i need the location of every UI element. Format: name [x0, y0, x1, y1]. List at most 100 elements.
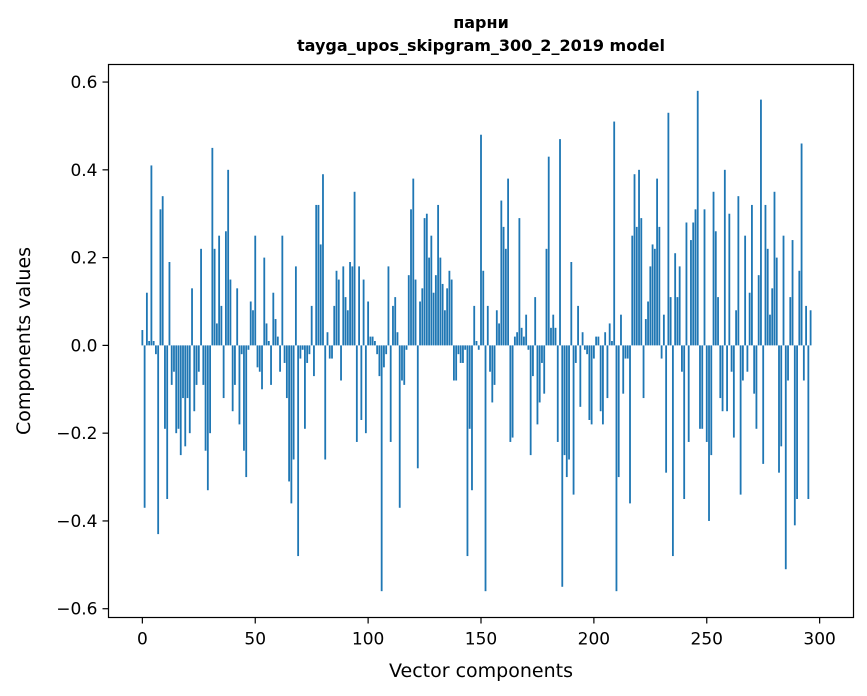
- bar-78: [317, 204, 320, 346]
- bar-179: [545, 248, 548, 346]
- bar-61: [279, 345, 281, 372]
- bar-243: [690, 240, 692, 346]
- bar-164: [511, 345, 514, 438]
- bar-8: [159, 209, 162, 346]
- bar-222: [642, 345, 645, 399]
- bar-184: [556, 345, 559, 442]
- bar-126: [425, 213, 428, 346]
- bar-147: [473, 305, 476, 346]
- bar-16: [177, 345, 180, 429]
- bar-92: [349, 262, 351, 346]
- bar-220: [638, 169, 640, 346]
- bar-130: [434, 275, 437, 346]
- bar-194: [579, 345, 582, 407]
- x-axis-label: Vector components: [389, 660, 573, 682]
- bar-246: [696, 90, 699, 346]
- bar-54: [263, 257, 266, 346]
- bar-270: [751, 204, 753, 346]
- bar-150: [480, 134, 482, 346]
- bar-111: [392, 305, 394, 346]
- x-tick-label: 300: [803, 630, 835, 650]
- bar-271: [753, 345, 756, 394]
- bar-144: [466, 345, 469, 557]
- bar-39: [229, 279, 232, 346]
- bar-18: [182, 345, 184, 399]
- bar-35: [220, 305, 223, 346]
- bar-229: [658, 226, 661, 346]
- x-tick-label: 0: [137, 630, 148, 650]
- bar-217: [631, 235, 634, 346]
- bar-91: [346, 310, 349, 346]
- bar-279: [771, 288, 774, 346]
- bar-1: [143, 345, 146, 508]
- bar-7: [157, 345, 160, 535]
- bar-142: [462, 345, 464, 363]
- bar-292: [800, 143, 803, 346]
- bar-177: [541, 345, 543, 363]
- x-tick-label: 200: [578, 630, 610, 650]
- bar-225: [649, 266, 652, 346]
- bar-238: [678, 266, 681, 346]
- bar-287: [789, 297, 792, 346]
- bar-82: [326, 332, 329, 346]
- bar-14: [173, 345, 175, 372]
- bar-285: [784, 345, 787, 570]
- bar-43: [238, 345, 241, 425]
- bar-255: [717, 297, 719, 346]
- y-tick-label: 0.0: [70, 336, 97, 356]
- bar-62: [281, 235, 284, 346]
- bar-113: [396, 332, 399, 346]
- bar-139: [455, 345, 458, 381]
- bar-12: [168, 262, 171, 346]
- bar-40: [231, 345, 234, 412]
- bar-38: [227, 169, 230, 346]
- bar-45: [243, 345, 245, 451]
- bar-267: [744, 235, 747, 346]
- bar-50: [254, 235, 257, 346]
- bar-165: [513, 336, 516, 346]
- bar-27: [202, 345, 205, 385]
- bar-251: [708, 345, 710, 521]
- bar-95: [355, 345, 358, 442]
- bar-57: [270, 345, 272, 385]
- bar-248: [701, 345, 704, 429]
- bar-114: [398, 345, 401, 508]
- bar-284: [782, 235, 785, 346]
- y-ticks: −0.6 −0.4 −0.2 0.0 0.2 0.4 0.6: [56, 73, 109, 620]
- bar-276: [764, 204, 767, 346]
- bar-294: [805, 305, 807, 346]
- x-tick-label: 150: [465, 630, 497, 650]
- bar-258: [723, 169, 726, 346]
- bar-286: [787, 345, 789, 381]
- bar-259: [726, 345, 728, 412]
- bar-101: [369, 336, 372, 346]
- y-tick-label: −0.6: [56, 600, 97, 620]
- bar-212: [620, 314, 622, 346]
- bar-46: [245, 345, 248, 478]
- bar-206: [606, 345, 609, 399]
- bar-272: [755, 345, 758, 429]
- bar-98: [362, 279, 365, 346]
- bar-159: [500, 200, 503, 346]
- bar-97: [360, 345, 363, 420]
- bar-102: [371, 336, 374, 346]
- bar-75: [310, 305, 313, 346]
- bar-197: [586, 345, 589, 355]
- bar-231: [662, 314, 665, 346]
- bar-17: [179, 345, 182, 456]
- bar-195: [581, 332, 584, 346]
- bar-124: [421, 288, 424, 346]
- bar-241: [685, 222, 688, 346]
- bar-19: [184, 345, 187, 447]
- bar-137: [450, 279, 453, 346]
- bar-31: [211, 147, 214, 346]
- bar-94: [353, 191, 356, 346]
- bar-86: [335, 270, 338, 346]
- bar-161: [504, 248, 507, 346]
- bar-49: [252, 310, 254, 346]
- bar-155: [491, 345, 494, 403]
- bar-3: [148, 341, 151, 346]
- bar-6: [155, 345, 157, 355]
- bar-125: [423, 218, 426, 346]
- bar-4: [150, 165, 153, 346]
